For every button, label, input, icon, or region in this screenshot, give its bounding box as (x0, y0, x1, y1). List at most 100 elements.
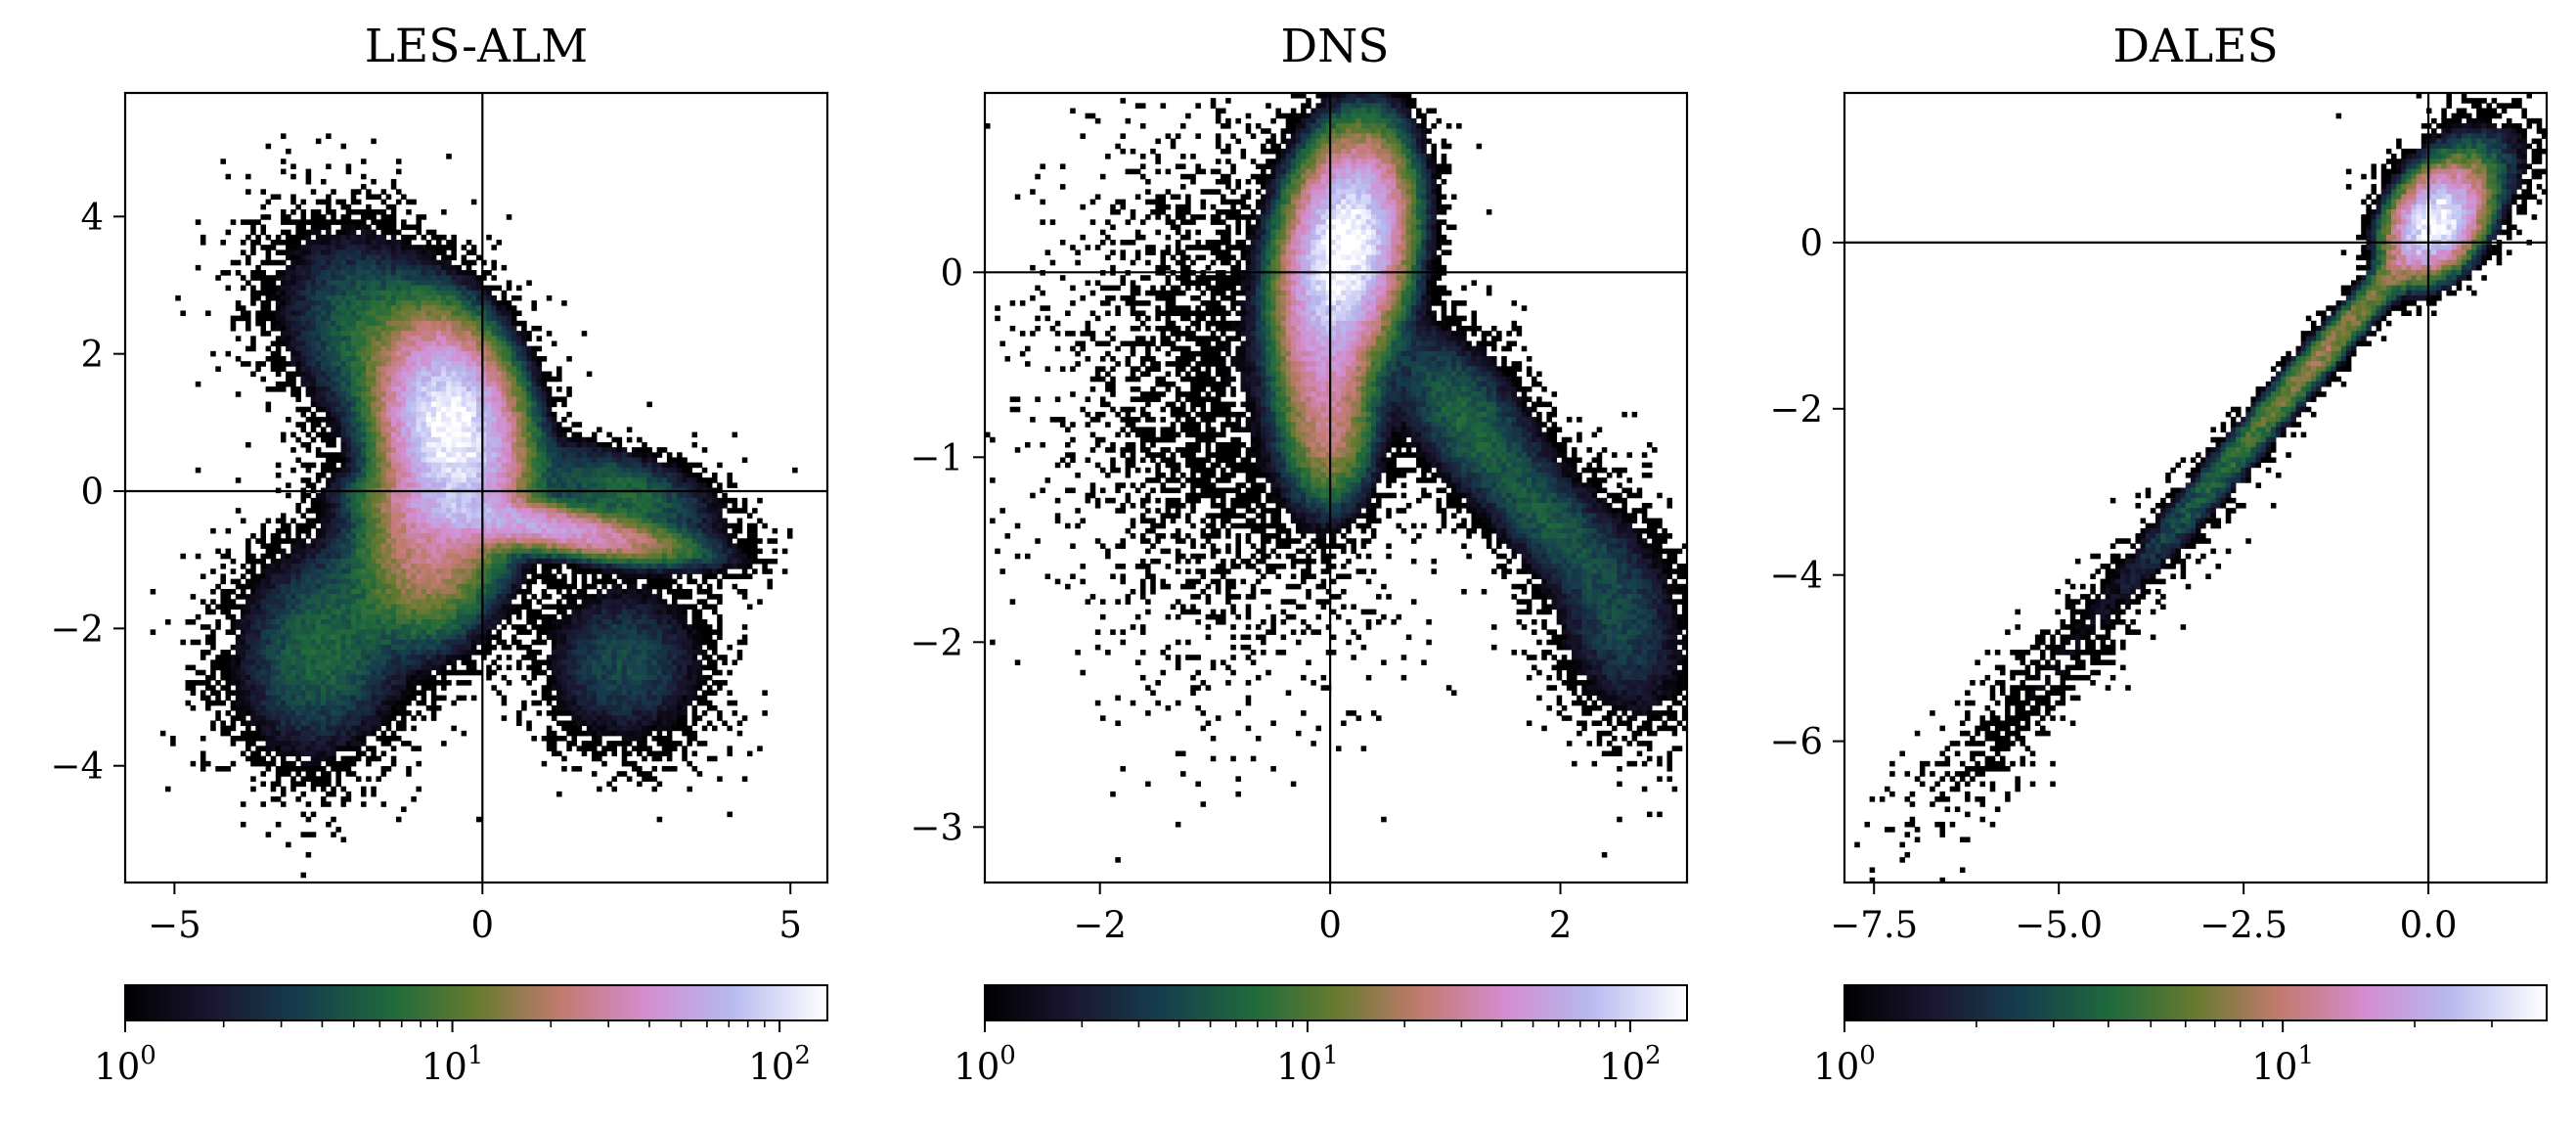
heatmap-cell (340, 730, 347, 737)
heatmap-cell (295, 234, 301, 241)
heatmap-cell (371, 634, 377, 641)
heatmap-cell (286, 294, 291, 301)
heatmap-cell (461, 553, 467, 560)
heatmap-cell (286, 619, 291, 625)
heatmap-cell (385, 417, 392, 423)
heatmap-cell (235, 315, 242, 322)
heatmap-cell (340, 629, 347, 635)
heatmap-cell (481, 553, 487, 560)
heatmap-cell (355, 750, 362, 757)
heatmap-cell (470, 492, 477, 499)
heatmap-cell (260, 680, 266, 686)
heatmap-cell (300, 381, 307, 387)
heatmap-cell (326, 588, 332, 595)
heatmap-cell (361, 280, 367, 286)
heatmap-cell (350, 386, 357, 392)
heatmap-cell (411, 350, 417, 357)
heatmap-cell (446, 422, 452, 428)
heatmap-cell (371, 285, 377, 292)
heatmap-cell (401, 472, 407, 478)
heatmap-cell (280, 690, 287, 696)
heatmap-cell (406, 771, 412, 777)
heatmap-cell (496, 639, 503, 646)
heatmap-cell (310, 427, 317, 432)
heatmap-cell (331, 417, 336, 423)
heatmap-cell (451, 356, 457, 362)
heatmap-cell (350, 558, 357, 565)
heatmap-cell (401, 492, 407, 499)
heatmap-cell (265, 730, 272, 737)
heatmap-cell (350, 700, 357, 706)
heatmap-cell (435, 310, 442, 317)
heatmap-cell (366, 624, 372, 630)
heatmap-cell (335, 599, 341, 605)
heatmap-cell (270, 588, 277, 595)
heatmap-cell (321, 624, 327, 630)
heatmap-cell (491, 619, 497, 625)
heatmap-cell (380, 583, 387, 590)
heatmap-cell (416, 396, 422, 402)
heatmap-cell (435, 467, 442, 474)
heatmap-cell (395, 477, 402, 483)
heatmap-cell (430, 629, 437, 635)
heatmap-cell (295, 704, 301, 711)
heatmap-cell (456, 290, 463, 296)
heatmap-cell (425, 290, 432, 296)
heatmap-cell (395, 578, 402, 585)
heatmap-cell (376, 462, 381, 469)
heatmap-cell (340, 639, 347, 646)
heatmap-cell (331, 315, 336, 322)
heatmap-cell (390, 178, 397, 185)
heatmap-cell (225, 173, 232, 180)
heatmap-cell (376, 755, 381, 762)
heatmap-cell (466, 619, 472, 625)
heatmap-cell (255, 604, 261, 611)
heatmap-cell (321, 715, 327, 721)
heatmap-cell (406, 366, 412, 372)
heatmap-cell (446, 518, 452, 524)
heatmap-cell (245, 659, 251, 665)
heatmap-cell (476, 548, 482, 555)
heatmap-cell (280, 609, 287, 615)
heatmap-cell (371, 406, 377, 413)
heatmap-cell (321, 325, 327, 332)
heatmap-cell (380, 730, 387, 737)
heatmap-cell (225, 659, 232, 665)
heatmap-cell (340, 305, 347, 311)
heatmap-cell (326, 467, 332, 474)
heatmap-cell (331, 345, 336, 352)
heatmap-cell (401, 538, 407, 544)
heatmap-cell (401, 741, 407, 747)
heatmap-cell (425, 503, 432, 509)
heatmap-cell (305, 249, 312, 255)
heatmap-cell (486, 371, 492, 378)
heatmap-cell (326, 396, 332, 402)
heatmap-cell (225, 690, 232, 696)
heatmap-cell (376, 340, 381, 347)
heatmap-cell (491, 406, 497, 413)
heatmap-cell (295, 457, 301, 464)
heatmap-cell (425, 538, 432, 544)
heatmap-cell (390, 422, 397, 428)
heatmap-cell (295, 604, 301, 611)
heatmap-cell (446, 548, 452, 555)
heatmap-cell (390, 704, 397, 711)
heatmap-cell (300, 336, 307, 341)
heatmap-cell (481, 604, 487, 611)
heatmap-cell (476, 305, 482, 311)
heatmap-cell (451, 553, 457, 560)
heatmap-cell (421, 472, 427, 478)
heatmap-cell (416, 275, 422, 281)
heatmap-cell (355, 245, 362, 250)
heatmap-cell (441, 417, 447, 423)
heatmap-cell (406, 249, 412, 255)
heatmap-cell (345, 411, 352, 418)
heatmap-cell (361, 336, 367, 341)
heatmap-cell (451, 376, 457, 383)
heatmap-cell (340, 619, 347, 625)
heatmap-cell (321, 543, 327, 549)
heatmap-cell (260, 609, 266, 615)
heatmap-cell (195, 219, 201, 225)
heatmap-cell (430, 639, 437, 646)
heatmap-cell (491, 604, 497, 611)
